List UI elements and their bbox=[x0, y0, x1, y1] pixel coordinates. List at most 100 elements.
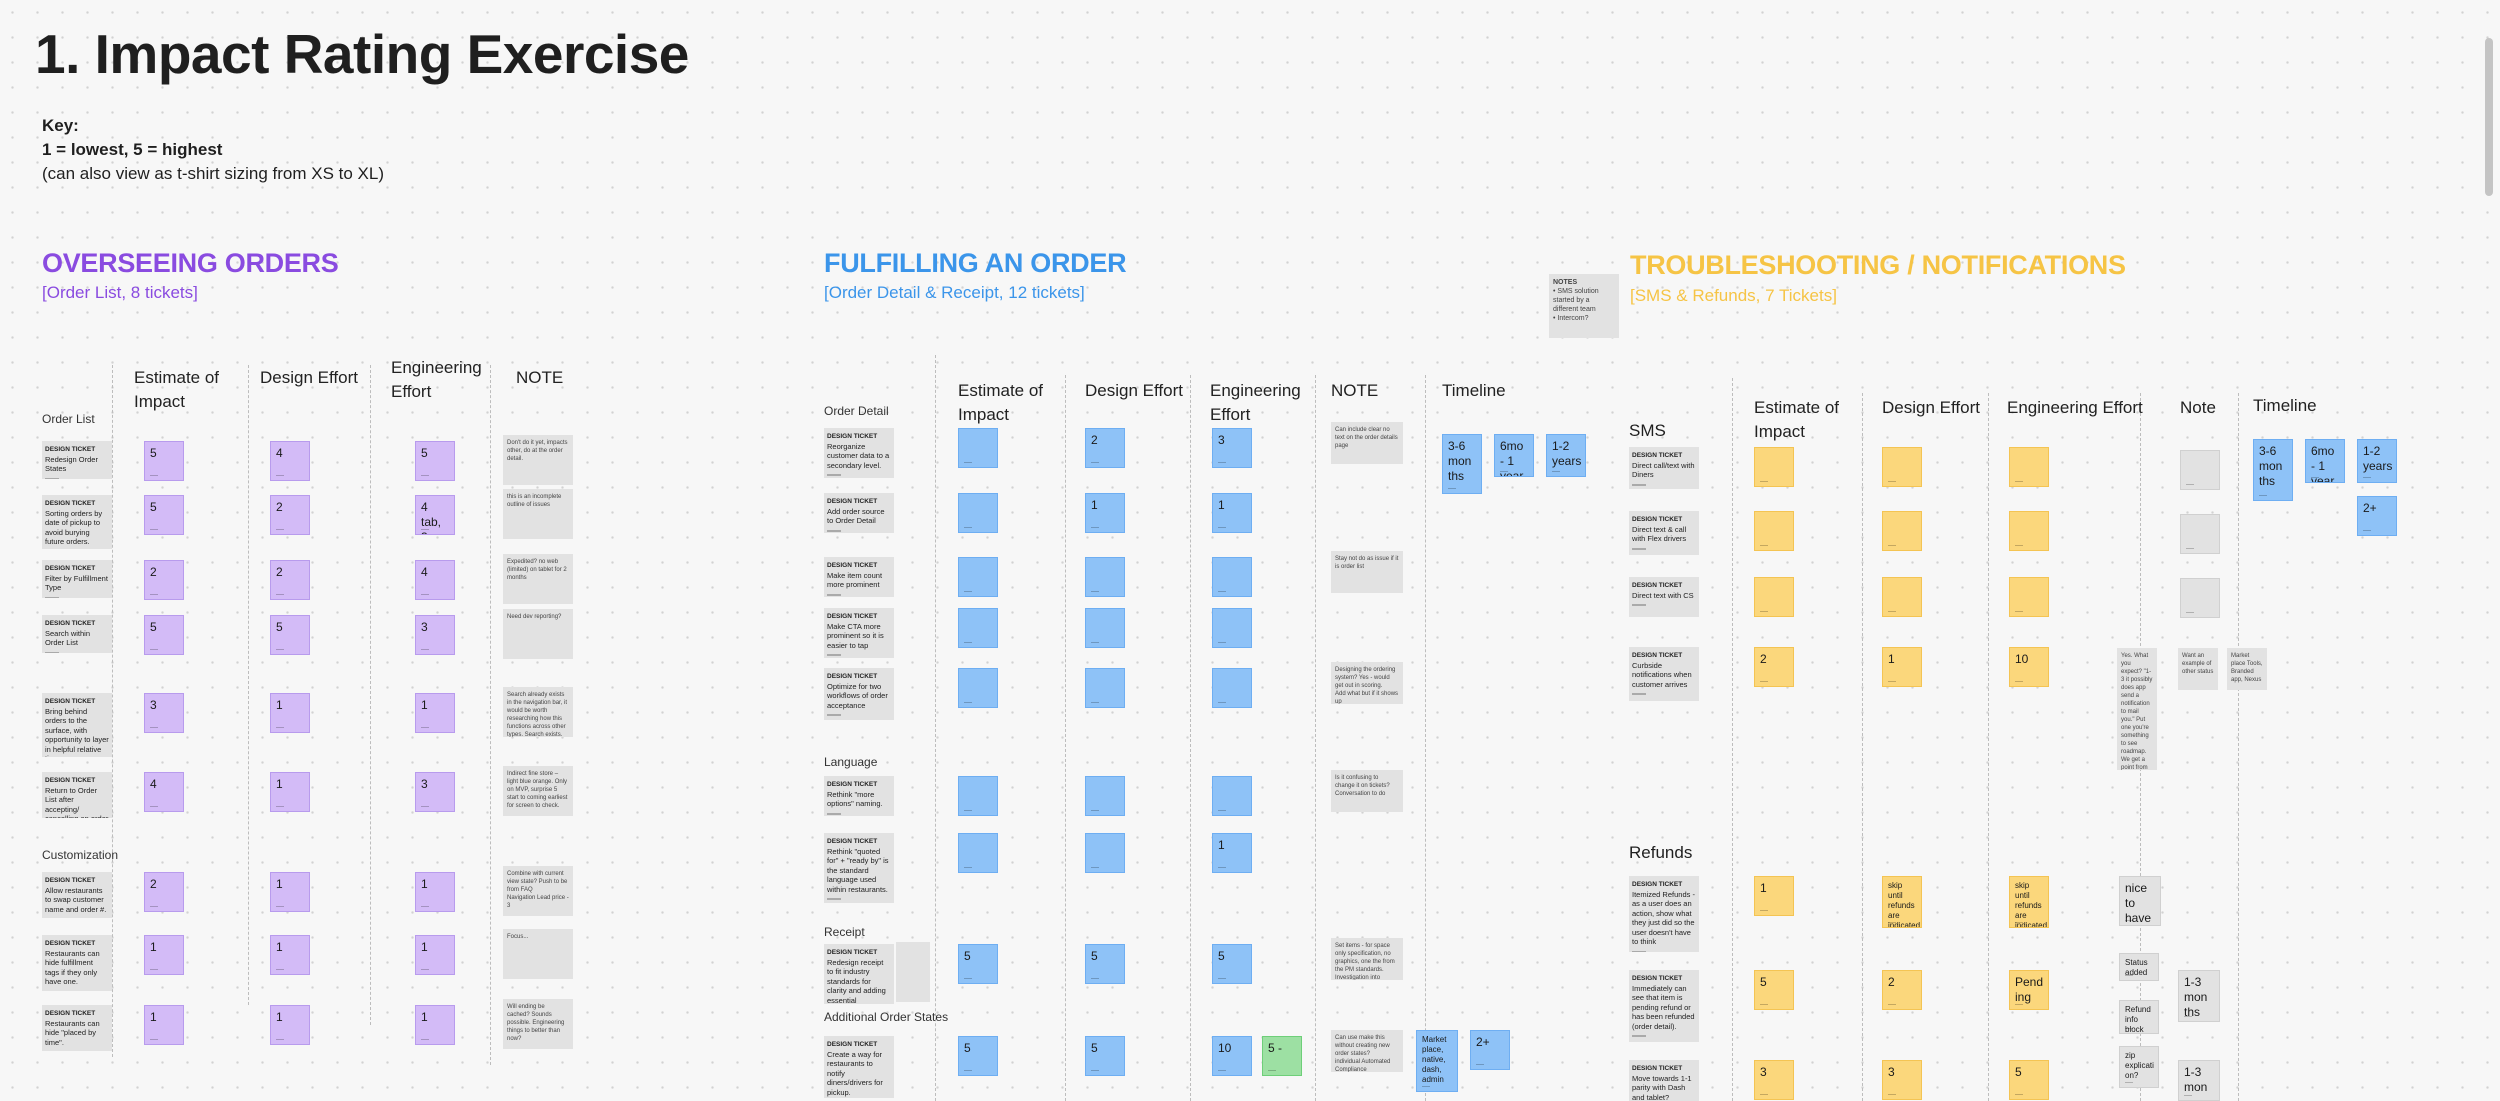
impact-sticky[interactable]: 2 bbox=[1754, 647, 1794, 687]
note-sticky[interactable]: 1-3 mon ths bbox=[2178, 970, 2220, 1022]
engineering-sticky[interactable]: 1 bbox=[415, 1005, 455, 1045]
engineering-sticky[interactable]: 5 - bbox=[1262, 1036, 1302, 1076]
engineering-sticky[interactable] bbox=[1212, 776, 1252, 816]
impact-sticky[interactable] bbox=[958, 608, 998, 648]
design-sticky[interactable]: 1 bbox=[270, 772, 310, 812]
design-ticket-card[interactable]: DESIGN TICKET Create a way for restaurant… bbox=[824, 1036, 894, 1098]
design-ticket-card[interactable]: DESIGN TICKET Return to Order List after … bbox=[42, 772, 112, 818]
impact-sticky[interactable] bbox=[958, 668, 998, 708]
note-card[interactable]: Market place Tools, Branded app, Nexus bbox=[2227, 648, 2267, 690]
impact-sticky[interactable]: 1 bbox=[1754, 876, 1794, 916]
engineering-sticky[interactable]: 1 bbox=[1212, 493, 1252, 533]
impact-sticky[interactable]: 1 bbox=[144, 1005, 184, 1045]
design-ticket-card[interactable]: DESIGN TICKET Redesign receipt to fit ind… bbox=[824, 944, 894, 1004]
design-ticket-card[interactable]: DESIGN TICKET Sorting orders by date of p… bbox=[42, 495, 112, 549]
timeline-sticky[interactable]: 2+ bbox=[1470, 1030, 1510, 1070]
design-sticky[interactable]: 1 bbox=[270, 693, 310, 733]
note-card[interactable]: Can include clear no text on the order d… bbox=[1331, 422, 1403, 464]
design-ticket-card[interactable]: DESIGN TICKET Make CTA more prominent so … bbox=[824, 608, 894, 658]
design-sticky[interactable]: skip until refunds are indicated bbox=[1882, 876, 1922, 928]
engineering-sticky[interactable]: 1 bbox=[1212, 833, 1252, 873]
engineering-sticky[interactable] bbox=[2009, 447, 2049, 487]
engineering-sticky[interactable]: 1 bbox=[415, 872, 455, 912]
engineering-sticky[interactable]: 5 bbox=[415, 441, 455, 481]
note-card[interactable]: Can use make this without creating new o… bbox=[1331, 1030, 1403, 1072]
design-ticket-card[interactable]: DESIGN TICKET Rethink "quoted for" + "rea… bbox=[824, 833, 894, 903]
design-sticky[interactable] bbox=[1085, 833, 1125, 873]
design-sticky[interactable] bbox=[1085, 557, 1125, 597]
impact-sticky[interactable]: 5 bbox=[958, 1036, 998, 1076]
note-sticky[interactable]: 1-3 mon bbox=[2178, 1060, 2220, 1101]
timeline-sticky[interactable]: 6mo - 1 year bbox=[1494, 434, 1534, 477]
side-note[interactable]: NOTES • SMS solution started by a differ… bbox=[1549, 274, 1619, 338]
design-ticket-card[interactable]: DESIGN TICKET Direct text with CS bbox=[1629, 577, 1699, 617]
engineering-sticky[interactable]: skip until refunds are indicated bbox=[2009, 876, 2049, 928]
impact-sticky[interactable] bbox=[958, 493, 998, 533]
note-sticky[interactable] bbox=[2180, 450, 2220, 490]
design-sticky[interactable] bbox=[1085, 668, 1125, 708]
impact-sticky[interactable]: 4 bbox=[144, 772, 184, 812]
impact-sticky[interactable]: 1 bbox=[144, 935, 184, 975]
design-sticky[interactable]: 4 bbox=[270, 441, 310, 481]
note-sticky[interactable]: Refund info block bbox=[2119, 1000, 2159, 1034]
note-card[interactable]: Want an example of other status bbox=[2178, 648, 2218, 690]
design-ticket-card[interactable]: DESIGN TICKET Move towards 1-1 parity wit… bbox=[1629, 1060, 1699, 1101]
design-sticky[interactable]: 1 bbox=[270, 872, 310, 912]
impact-sticky[interactable] bbox=[1754, 511, 1794, 551]
design-ticket-card[interactable]: DESIGN TICKET Immediately can see that it… bbox=[1629, 970, 1699, 1042]
design-ticket-card[interactable]: DESIGN TICKET Bring behind orders to the … bbox=[42, 693, 112, 757]
timeline-sticky[interactable]: 3-6 mon ths bbox=[2253, 439, 2293, 501]
note-sticky[interactable]: nice to have bbox=[2119, 876, 2161, 926]
note-card[interactable]: Is it confusing to change it on tickets?… bbox=[1331, 770, 1403, 812]
design-ticket-card[interactable]: DESIGN TICKET Add order source to Order D… bbox=[824, 493, 894, 533]
note-card[interactable]: Search already exists in the navigation … bbox=[503, 687, 573, 737]
impact-sticky[interactable] bbox=[958, 833, 998, 873]
design-sticky[interactable]: 1 bbox=[270, 1005, 310, 1045]
impact-sticky[interactable]: 5 bbox=[144, 495, 184, 535]
engineering-sticky[interactable]: Pend ing bbox=[2009, 970, 2049, 1010]
design-ticket-card[interactable]: DESIGN TICKET Curbside notifications when… bbox=[1629, 647, 1699, 701]
design-sticky[interactable] bbox=[1882, 511, 1922, 551]
design-ticket-card[interactable]: DESIGN TICKET Direct call/text with Diner… bbox=[1629, 447, 1699, 489]
note-card[interactable]: Stay not do as issue if it is order list bbox=[1331, 551, 1403, 593]
note-card[interactable]: Will ending be cached? Sounds possible. … bbox=[503, 999, 573, 1049]
timeline-sticky[interactable]: 6mo - 1 year bbox=[2305, 439, 2345, 483]
note-card[interactable]: Set items - for space only specification… bbox=[1331, 938, 1403, 980]
design-sticky[interactable] bbox=[1882, 577, 1922, 617]
note-card[interactable] bbox=[896, 942, 930, 1002]
note-card[interactable]: Need dev reporting? bbox=[503, 609, 573, 659]
design-ticket-card[interactable]: DESIGN TICKET Redesign Order States bbox=[42, 441, 112, 479]
engineering-sticky[interactable]: 4 bbox=[415, 560, 455, 600]
note-card[interactable]: Combine with current view state? Push to… bbox=[503, 866, 573, 916]
design-ticket-card[interactable]: DESIGN TICKET Optimize for two workflows … bbox=[824, 668, 894, 720]
design-sticky[interactable]: 5 bbox=[1085, 1036, 1125, 1076]
impact-sticky[interactable]: 5 bbox=[958, 944, 998, 984]
design-ticket-card[interactable]: DESIGN TICKET Make item count more promin… bbox=[824, 557, 894, 597]
timeline-sticky[interactable]: 3-6 mon ths bbox=[1442, 434, 1482, 494]
scrollbar-thumb[interactable] bbox=[2485, 38, 2493, 196]
design-sticky[interactable]: 5 bbox=[1085, 944, 1125, 984]
timeline-sticky[interactable]: 1-2 years bbox=[1546, 434, 1586, 477]
design-ticket-card[interactable]: DESIGN TICKET Reorganize customer data to… bbox=[824, 428, 894, 478]
design-ticket-card[interactable]: DESIGN TICKET Itemized Refunds - as a use… bbox=[1629, 876, 1699, 952]
note-sticky[interactable] bbox=[2180, 578, 2220, 618]
note-sticky[interactable]: zip explicati on? bbox=[2119, 1046, 2159, 1088]
timeline-sticky[interactable]: Market place, native, dash, admin bbox=[1416, 1030, 1458, 1092]
impact-sticky[interactable]: 3 bbox=[144, 693, 184, 733]
design-ticket-card[interactable]: DESIGN TICKET Direct text & call with Fle… bbox=[1629, 511, 1699, 555]
engineering-sticky[interactable] bbox=[1212, 668, 1252, 708]
engineering-sticky[interactable]: 3 bbox=[415, 615, 455, 655]
design-sticky[interactable]: 1 bbox=[270, 935, 310, 975]
design-sticky[interactable]: 2 bbox=[1882, 970, 1922, 1010]
design-sticky[interactable]: 2 bbox=[270, 495, 310, 535]
engineering-sticky[interactable]: 3 bbox=[415, 772, 455, 812]
design-sticky[interactable] bbox=[1882, 447, 1922, 487]
design-sticky[interactable]: 5 bbox=[270, 615, 310, 655]
engineering-sticky[interactable]: 5 bbox=[2009, 1060, 2049, 1100]
design-sticky[interactable]: 1 bbox=[1882, 647, 1922, 687]
timeline-sticky[interactable]: 1-2 years bbox=[2357, 439, 2397, 483]
design-ticket-card[interactable]: DESIGN TICKET Filter by Fulfillment Type bbox=[42, 560, 112, 598]
design-ticket-card[interactable]: DESIGN TICKET Restaurants can hide "place… bbox=[42, 1005, 112, 1051]
impact-sticky[interactable] bbox=[958, 557, 998, 597]
design-sticky[interactable] bbox=[1085, 776, 1125, 816]
